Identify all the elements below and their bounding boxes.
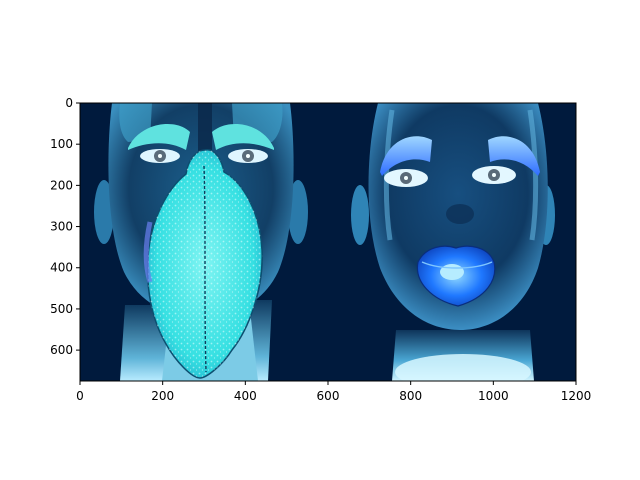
x-tick-label: 0: [76, 389, 84, 403]
x-axis: 0 200 400 600 800 1000 1200: [76, 381, 591, 403]
y-tick-label: 500: [50, 302, 73, 316]
x-tick-label: 800: [399, 389, 422, 403]
image-area: [80, 103, 576, 381]
x-tick-label: 600: [317, 389, 340, 403]
y-tick-label: 200: [50, 178, 73, 192]
y-tick-label: 300: [50, 220, 73, 234]
x-tick-label: 400: [234, 389, 257, 403]
x-tick-label: 1200: [561, 389, 592, 403]
y-tick-label: 0: [65, 96, 73, 110]
y-tick-label: 400: [50, 261, 73, 275]
y-tick-label: 100: [50, 137, 73, 151]
x-tick-label: 200: [151, 389, 174, 403]
y-tick-label: 600: [50, 343, 73, 357]
x-tick-label: 1000: [478, 389, 509, 403]
right-face: [351, 103, 555, 381]
y-axis: 0 100 200 300 400 500 600: [50, 96, 80, 357]
left-face: [94, 103, 308, 381]
